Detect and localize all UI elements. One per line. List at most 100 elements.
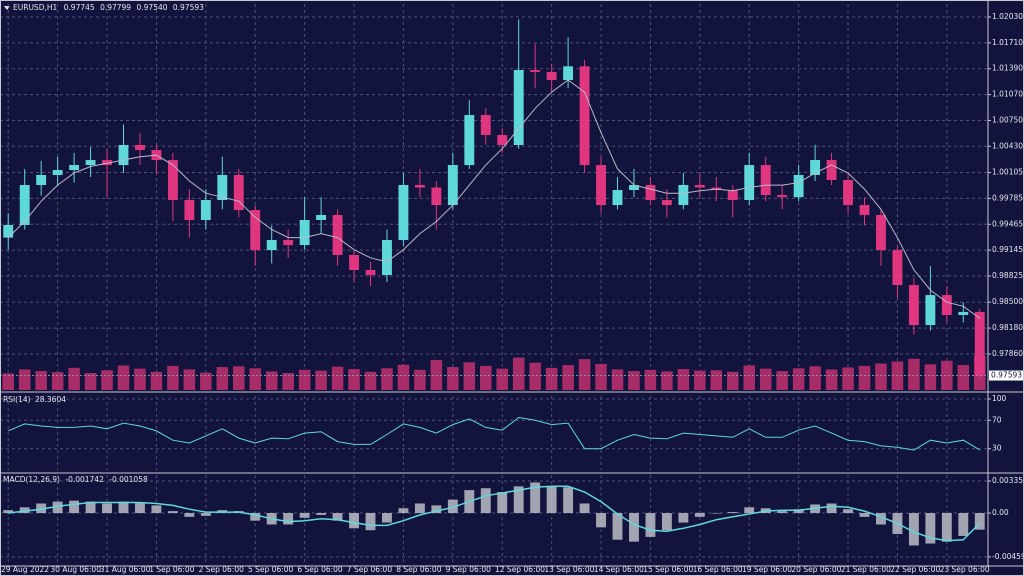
candle-body [859,205,870,215]
macd-bar [398,508,409,514]
candle-body [349,254,359,271]
candle-body [843,179,853,206]
macd-bar [382,513,392,523]
macd-bar [546,486,557,514]
volume-bar [348,369,360,390]
macd-bar [579,503,590,514]
candle-body [596,165,606,206]
open-value: 0.97745 [64,3,95,12]
volume-bar [298,369,311,390]
y-tick-label: 30 [992,444,1002,453]
candle-body [414,185,425,188]
macd-bar [596,513,606,528]
candle-body [727,190,738,201]
macd-bar [167,511,178,514]
close-value: 0.97593 [173,3,204,12]
candle-body [118,145,129,166]
volume-bar [858,365,871,390]
y-tick-label: 1.00750 [992,115,1023,124]
y-tick-label: 0.003353 [992,476,1024,485]
y-tick-label: 0.99785 [992,193,1023,202]
macd-bar [3,510,14,514]
x-tick-label: 16 Sep 06:00 [693,565,743,574]
y-tick-label: 0.98500 [992,297,1023,306]
x-tick-label: 6 Sep 06:00 [297,565,343,574]
y-tick-label: 0.00 [992,508,1009,517]
candle-body [365,270,376,276]
candle-body [299,219,310,246]
macd-title: MACD(12,26,9) [3,475,60,484]
y-tick-label: 0.99145 [992,245,1023,254]
candle-body [645,185,656,201]
signal-current: -0.001058 [109,475,148,484]
rsi-header: RSI(14) 28.3604 [3,395,66,404]
volume-bar [35,371,47,390]
y-tick-label: 1.00105 [992,168,1023,177]
volume-bar [233,366,245,390]
x-tick-label: 5 Sep 06:00 [248,565,294,574]
x-tick-label: 21 Sep 06:00 [841,565,891,574]
volume-bar [644,369,657,390]
volume-bar [183,369,196,390]
macd-bar [793,509,804,514]
volume-bar [595,363,607,390]
candle-body [612,190,623,206]
macd-bar [151,505,162,514]
rsi-title: RSI(14) [3,395,31,404]
volume-bar [562,365,574,390]
macd-bar [727,512,738,514]
volume-bar [51,372,64,390]
candle-body [546,71,557,81]
macd-bar [283,513,294,525]
y-tick-label: 70 [992,415,1002,424]
macd-bar [85,501,96,514]
volume-bar [710,370,723,390]
macd-bar [958,513,969,536]
macd-bar [480,488,491,514]
volume-bar [776,371,788,390]
x-tick-label: 12 Sep 06:00 [495,565,545,574]
x-tick-label: 23 Sep 06:00 [940,565,990,574]
y-tick-label: 1.01390 [992,64,1023,73]
macd-bar [530,482,541,514]
candle-body [283,240,294,246]
volume-bar [628,371,640,390]
volume-bar [167,365,179,390]
volume-bar [875,363,887,390]
volume-bar [957,365,970,390]
candle-body [398,185,409,241]
candle-body [563,66,574,81]
symbol: EURUSD,H1 [13,3,57,12]
volume-bar [578,359,591,390]
candle-body [579,66,590,166]
macd-bar [925,513,936,544]
macd-bar [349,513,359,529]
y-tick-label: 1.02030 [992,12,1023,21]
candle-body [826,160,837,180]
volume-bar [759,368,772,390]
macd-bar [941,513,952,542]
candle-body [200,200,211,220]
volume-bar [941,360,953,390]
y-tick-label: 100 [992,394,1007,403]
candle-body [52,170,63,175]
candle-body [760,165,771,196]
candle-body [3,224,14,238]
macd-bar [629,513,639,542]
macd-bar [661,513,672,531]
volume-bar [825,369,838,390]
candle-body [464,115,475,166]
x-tick-label: 1 Sep 06:00 [149,565,195,574]
macd-bar [563,487,574,514]
high-value: 0.97799 [100,3,131,12]
volume-bar [200,372,212,390]
macd-bar [678,513,689,523]
macd-bar [135,502,145,514]
macd-bar [52,501,63,514]
volume-bar [68,367,80,390]
macd-bar [19,507,30,514]
candle-body [316,214,327,220]
volume-bar [150,371,163,390]
candle-body [266,240,277,251]
volume-bar [842,367,854,390]
